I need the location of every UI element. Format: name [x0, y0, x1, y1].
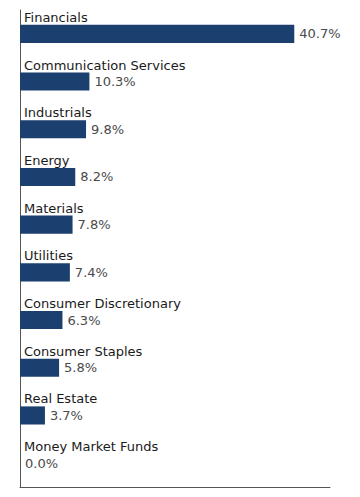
svg-text:Energy: Energy: [24, 153, 70, 168]
svg-text:Money Market Funds: Money Market Funds: [24, 439, 159, 454]
svg-text:Real Estate: Real Estate: [24, 391, 97, 406]
svg-text:10.3%: 10.3%: [94, 74, 135, 89]
svg-text:Consumer Discretionary: Consumer Discretionary: [24, 296, 181, 311]
svg-text:9.8%: 9.8%: [91, 122, 124, 137]
svg-text:40.7%: 40.7%: [299, 26, 340, 41]
svg-text:5.8%: 5.8%: [64, 360, 97, 375]
svg-text:Communication Services: Communication Services: [24, 58, 186, 73]
svg-text:3.7%: 3.7%: [50, 408, 83, 423]
svg-text:Industrials: Industrials: [24, 105, 92, 120]
svg-text:Materials: Materials: [24, 201, 84, 216]
svg-text:Financials: Financials: [24, 10, 88, 25]
svg-text:8.2%: 8.2%: [80, 169, 113, 184]
svg-text:Consumer Staples: Consumer Staples: [24, 344, 143, 359]
svg-text:6.3%: 6.3%: [67, 313, 100, 328]
svg-text:7.4%: 7.4%: [75, 265, 108, 280]
svg-text:0.0%: 0.0%: [25, 456, 58, 471]
svg-text:Utilities: Utilities: [24, 248, 73, 263]
svg-text:7.8%: 7.8%: [78, 217, 111, 232]
